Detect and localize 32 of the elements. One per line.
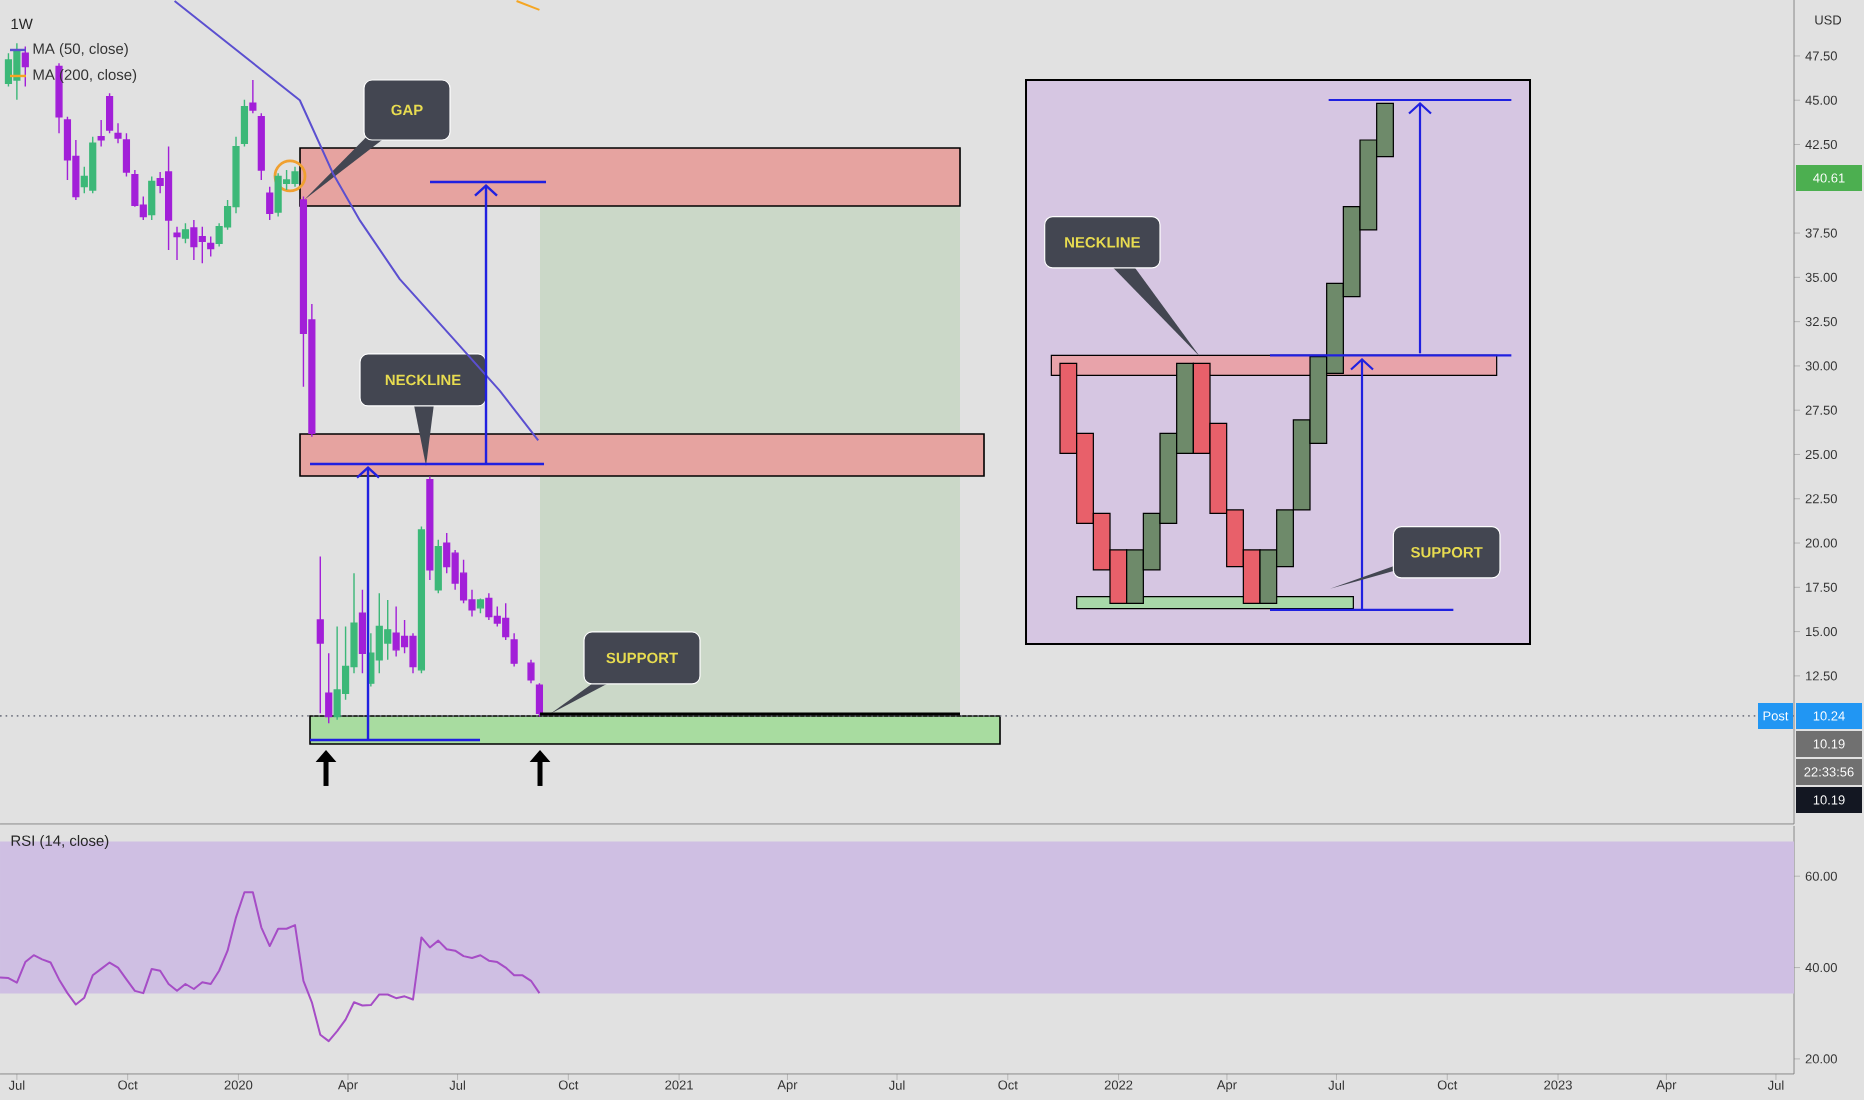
candlestick bbox=[527, 659, 535, 684]
candlestick bbox=[485, 592, 493, 621]
candlestick bbox=[240, 99, 249, 148]
candlestick bbox=[106, 92, 114, 135]
candlestick bbox=[181, 222, 190, 245]
candlestick bbox=[249, 79, 257, 115]
candlestick bbox=[502, 602, 510, 641]
candlestick bbox=[97, 119, 105, 148]
candlestick bbox=[122, 132, 131, 178]
candlestick bbox=[358, 589, 367, 674]
line-series bbox=[0, 891, 541, 1043]
line-series bbox=[173, 0, 540, 442]
candlestick bbox=[333, 625, 341, 721]
candlestick bbox=[89, 136, 97, 194]
candlestick bbox=[417, 525, 426, 674]
candlestick bbox=[274, 172, 282, 218]
candlestick bbox=[291, 165, 299, 188]
candlestick bbox=[257, 112, 265, 181]
candlestick bbox=[13, 42, 21, 101]
candlestick bbox=[148, 175, 156, 221]
candlestick bbox=[476, 597, 485, 614]
candlestick bbox=[434, 539, 442, 594]
candlestick bbox=[510, 632, 518, 668]
candlestick bbox=[392, 605, 400, 658]
candlestick bbox=[426, 475, 434, 581]
candlestick bbox=[165, 145, 173, 251]
candlestick bbox=[535, 682, 544, 718]
candlestick bbox=[266, 185, 274, 221]
candlestick bbox=[190, 219, 198, 261]
candlestick bbox=[173, 225, 181, 261]
candlestick bbox=[55, 62, 63, 135]
candlestick bbox=[114, 122, 122, 144]
